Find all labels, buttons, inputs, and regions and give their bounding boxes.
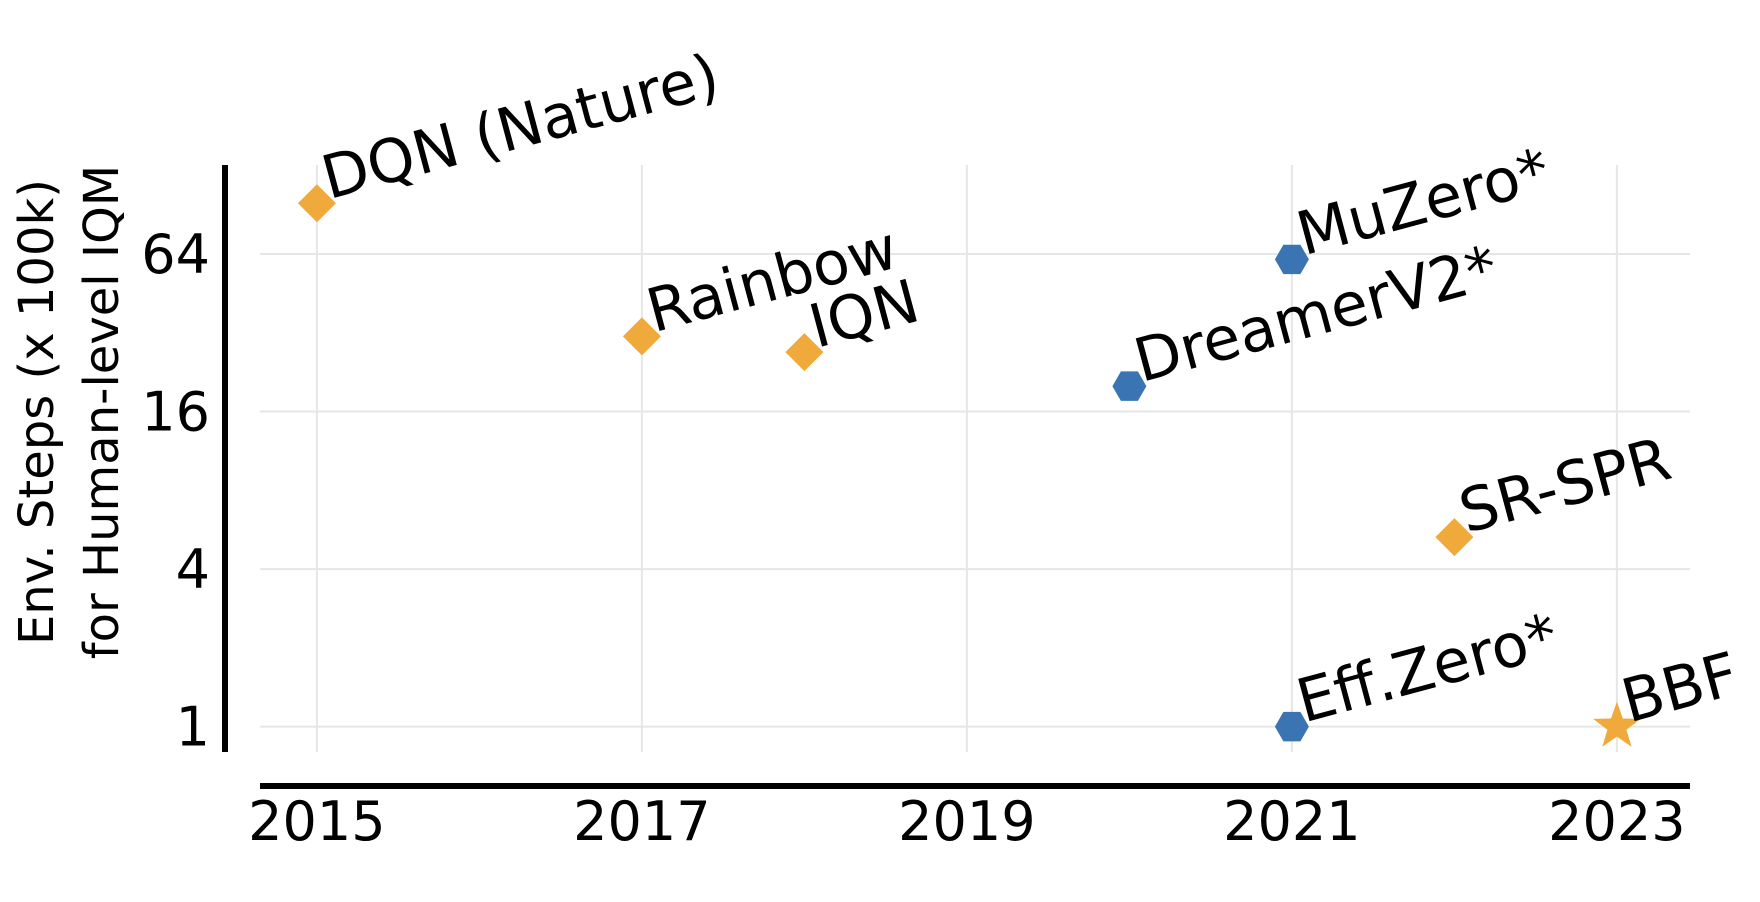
y-axis-title-line-1: Env. Steps (x 100k) [9,179,65,645]
point-muzero-marker [1274,244,1309,275]
point-dreamerv2-marker [1112,371,1147,401]
point-eff-zero-marker [1274,711,1309,742]
point-rainbow-marker [622,317,661,356]
x-tick-label: 2015 [248,790,385,853]
point-sr-spr-marker [1435,518,1474,557]
y-tick-label: 64 [141,223,210,286]
point-sr-spr-label: SR-SPR [1452,424,1678,547]
y-tick-label: 1 [176,696,210,759]
y-tick-labels: 1 4 16 64 [141,223,210,759]
point-dqn-nature-marker [297,184,336,223]
x-tick-label: 2019 [898,790,1035,853]
x-tick-label: 2017 [573,790,710,853]
y-tick-label: 16 [141,381,210,444]
point-iqn-marker [785,333,824,372]
x-tick-label: 2023 [1548,790,1685,853]
point-eff-zero-label: Eff.Zero* [1290,601,1565,738]
x-tick-labels: 2015 2017 2019 2021 2023 [248,790,1685,853]
data-points [297,184,1641,747]
y-axis-title-line-2: for Human-level IQM [74,165,130,659]
point-dqn-nature-label: DQN (Nature) [315,41,727,214]
grid [260,165,1690,752]
y-tick-label: 4 [176,538,210,601]
point-bbf-label: BBF [1615,639,1746,737]
point-bbf-marker [1593,701,1641,747]
x-tick-label: 2021 [1223,790,1360,853]
